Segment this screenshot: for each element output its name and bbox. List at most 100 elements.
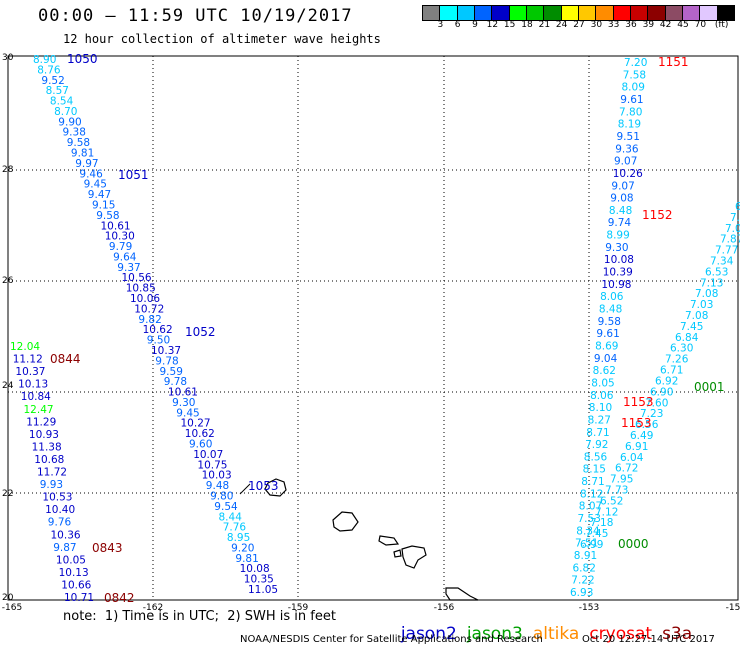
track-b-wave-height: 10.37 [15, 366, 45, 378]
colorbar-tick-label: 21 [538, 20, 551, 30]
track-b-wave-height: 12.04 [10, 341, 40, 353]
track-b-wave-height: 12.47 [24, 404, 54, 416]
latitude-tick-label: 28 [2, 165, 14, 175]
track-c-wave-height: 10.26 [613, 168, 643, 180]
track-b-wave-height: 11.29 [26, 416, 56, 428]
track-d-wave-height: 7.45 [585, 528, 608, 540]
track-a-wave-height: 10.56 [122, 272, 152, 284]
track-a-wave-height: 10.06 [130, 293, 160, 305]
track-c-wave-height: 8.06 [590, 390, 614, 402]
track-a-wave-height: 9.64 [113, 252, 137, 264]
colorbar-tick-label: 6 [454, 20, 461, 30]
colorbar-tick-label: 42 [659, 20, 672, 30]
track-c-wave-height: 9.36 [615, 143, 639, 155]
pass-label: 1051 [118, 168, 149, 182]
track-b-wave-height: 9.76 [48, 517, 72, 529]
latitude-tick-label: 20 [2, 593, 14, 603]
track-c-wave-height: 9.30 [605, 242, 628, 254]
track-d-wave-height: 7.73 [605, 485, 628, 497]
track-b-wave-height: 11.72 [37, 467, 67, 479]
pass-label: 0844 [50, 352, 81, 366]
track-a-wave-height: 9.78 [155, 355, 178, 367]
track-c-wave-height: 8.69 [595, 341, 618, 353]
track-a-wave-height: 8.95 [227, 532, 250, 544]
colorbar-tick-label: 70 [694, 20, 707, 30]
track-d-wave-height: 7.08 [685, 310, 708, 322]
track-b-wave-height: 10.93 [29, 429, 59, 441]
track-a-wave-height: 9.82 [138, 314, 161, 326]
colorbar-tick-label: 18 [521, 20, 533, 30]
track-b-wave-height: 9.93 [40, 479, 63, 491]
track-a-wave-height: 9.52 [41, 75, 64, 87]
track-b-wave-height: 9.87 [53, 542, 76, 554]
track-b-wave-height: 10.36 [51, 529, 81, 541]
track-d-wave-height: 6.71 [660, 365, 683, 377]
track-b-wave-height: 11.38 [32, 441, 62, 453]
track-a-wave-height: 10.03 [202, 470, 232, 482]
pointer-line [239, 483, 251, 495]
track-c-wave-height: 8.71 [586, 427, 609, 439]
latitude-tick-label: 22 [2, 489, 13, 499]
track-a-wave-height: 9.48 [206, 480, 229, 492]
credit-line: NOAA/NESDIS Center for Satellite Applica… [240, 634, 543, 645]
track-c-wave-height: 10.08 [604, 254, 634, 266]
track-d-wave-height: 7.23 [640, 408, 663, 420]
track-d-wave-height: 7.26 [665, 354, 689, 366]
track-d-wave-height: 7.95 [610, 474, 633, 486]
track-d-wave-height: 6.56 [635, 419, 659, 431]
track-a-wave-height: 9.47 [88, 189, 111, 201]
track-a-wave-height: 10.62 [143, 324, 173, 336]
generated-timestamp: Oct 20 12:27:14 UTC 2017 [582, 634, 715, 645]
track-d-wave-height: 6.84 [675, 332, 699, 344]
track-c-wave-height: 9.07 [614, 156, 637, 168]
track-c-wave-height: 7.53 [578, 513, 601, 525]
track-b-wave-height: 10.68 [34, 454, 64, 466]
longitude-tick-label: -159 [288, 603, 309, 613]
longitude-tick-label: -162 [143, 603, 163, 613]
track-a-wave-height: 8.70 [54, 106, 77, 118]
track-c-wave-height: 8.34 [576, 525, 600, 537]
colorbar-tick-label: 36 [625, 20, 637, 30]
colorbar-tick-label: 9 [472, 20, 478, 30]
track-a-wave-height: 10.07 [193, 449, 223, 461]
track-d-wave-height: 7.08 [695, 288, 718, 300]
track-a-wave-height: 10.62 [185, 428, 215, 440]
longitude-tick-label: -156 [434, 603, 455, 613]
track-d-wave-height: 7.12 [595, 506, 618, 518]
track-a-wave-height: 9.20 [231, 542, 254, 554]
track-a-wave-height: 9.90 [58, 116, 81, 128]
track-c-wave-height: 8.09 [622, 82, 645, 94]
colorbar-tick-label: 12 [486, 20, 499, 30]
colorbar-tick-label: 39 [642, 20, 655, 30]
track-c-wave-height: 9.61 [620, 94, 643, 106]
track-a-wave-height: 9.58 [67, 137, 90, 149]
pass-label: 1153 [623, 395, 654, 409]
track-a-wave-height: 9.58 [96, 210, 119, 222]
track-d-wave-height: 7.13 [700, 277, 723, 289]
track-c-wave-height: 9.61 [596, 328, 619, 340]
track-a-wave-height: 10.75 [197, 459, 227, 471]
legend-jason3: jason3 [466, 624, 523, 644]
track-a-wave-height: 9.78 [164, 376, 187, 388]
track-a-wave-height: 10.72 [134, 303, 164, 315]
track-d-wave-height: 6.91 [625, 441, 648, 453]
track-c-wave-height: 7.58 [623, 69, 646, 81]
track-c-wave-height: 6.82 [573, 562, 596, 574]
track-a-wave-height: 9.38 [63, 127, 86, 139]
track-c-wave-height: 8.12 [580, 488, 603, 500]
track-a-wave-height: 8.90 [33, 54, 56, 66]
track-a-wave-height: 9.59 [160, 366, 183, 378]
track-d-wave-height: 6.90 [650, 386, 673, 398]
track-b-wave-height: 10.53 [42, 492, 72, 504]
track-a-wave-height: 9.60 [189, 439, 212, 451]
track-c-wave-height: 7.20 [624, 57, 647, 69]
track-b-wave-height: 10.13 [18, 379, 48, 391]
track-d-wave-height: 6.52 [600, 495, 623, 507]
colorbar-tick-label: 45 [677, 20, 689, 30]
track-a-wave-height: 10.85 [126, 283, 156, 295]
track-c-wave-height: 7.80 [619, 106, 642, 118]
track-c-wave-height: 8.62 [593, 365, 616, 377]
track-a-wave-height: 9.45 [84, 179, 107, 191]
track-d-wave-height: 7.18 [590, 517, 613, 529]
